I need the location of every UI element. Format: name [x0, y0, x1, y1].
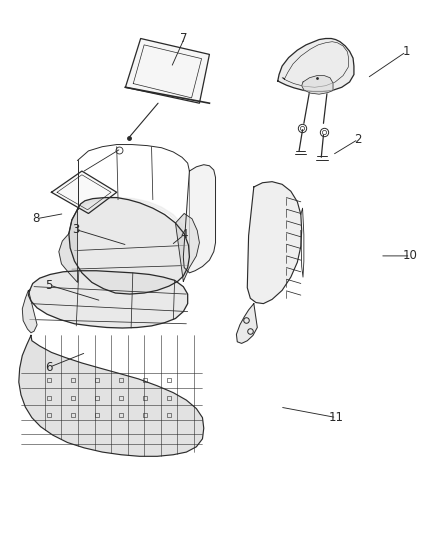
Text: 1: 1 [403, 45, 410, 58]
Text: 2: 2 [354, 133, 362, 146]
Polygon shape [82, 198, 184, 233]
Polygon shape [278, 38, 354, 92]
Polygon shape [22, 290, 37, 333]
Polygon shape [51, 171, 117, 214]
Polygon shape [125, 38, 209, 103]
Polygon shape [69, 198, 189, 294]
Polygon shape [237, 304, 257, 343]
Text: 5: 5 [46, 279, 53, 292]
Polygon shape [59, 209, 78, 282]
Text: 6: 6 [46, 361, 53, 374]
Polygon shape [302, 76, 333, 94]
Text: 10: 10 [403, 249, 418, 262]
Polygon shape [247, 182, 302, 304]
Polygon shape [19, 335, 204, 456]
Text: 8: 8 [32, 212, 40, 225]
Polygon shape [184, 165, 215, 273]
Polygon shape [28, 271, 187, 328]
Text: 4: 4 [180, 228, 188, 241]
Polygon shape [176, 214, 199, 281]
Text: 11: 11 [329, 411, 344, 424]
Text: 3: 3 [72, 223, 79, 236]
Text: 7: 7 [180, 32, 188, 45]
